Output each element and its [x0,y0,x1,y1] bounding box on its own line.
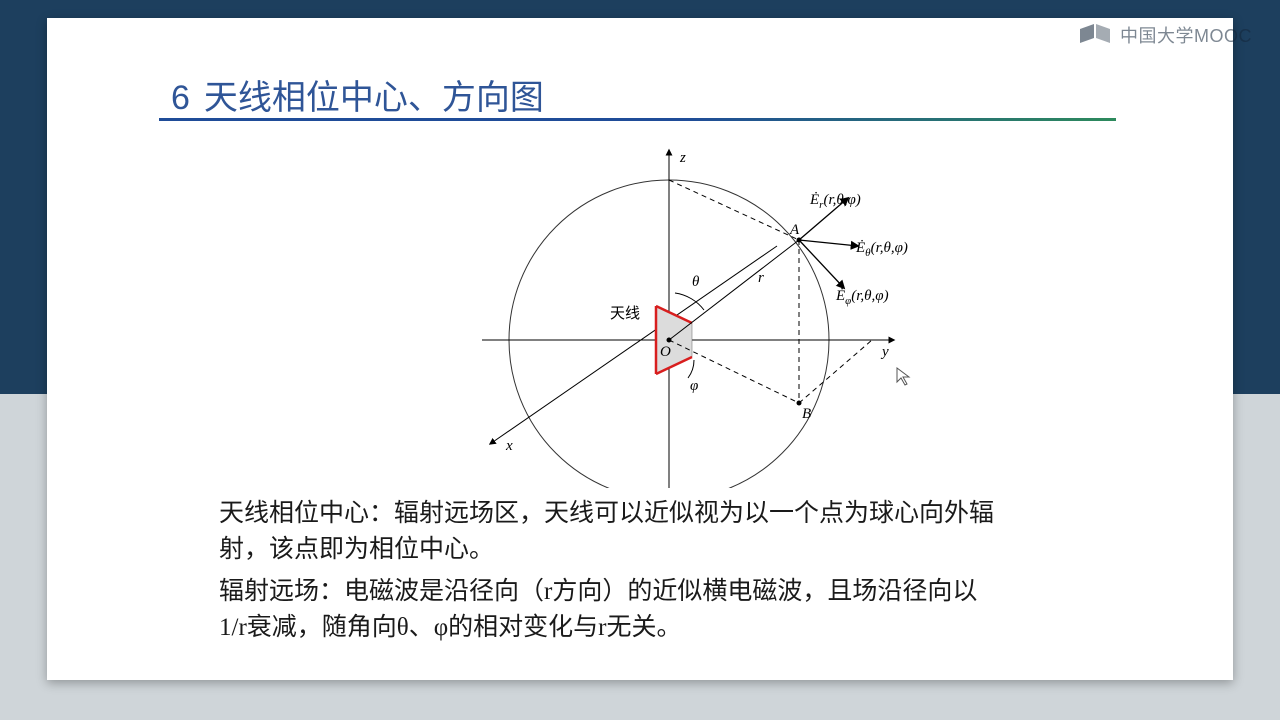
watermark: 中国大学MOOC [1078,22,1252,48]
dash-line [799,340,872,403]
phi-arc [688,360,694,378]
antenna-diagram: z y x 天线 O r θ φ [432,128,942,488]
e-theta-vector [799,240,858,246]
origin-label: O [660,344,671,360]
title-text: 天线相位中心、方向图 [204,70,544,119]
point-a-label: A [789,222,800,238]
e-theta-label: Ėθ(r,θ,φ) [855,240,908,259]
watermark-text: 中国大学MOOC [1120,22,1252,48]
e-phi-label: Ėφ(r,θ,φ) [835,288,889,307]
point-b [797,401,802,406]
antenna-label: 天线 [610,305,640,322]
radius-label: r [758,270,764,286]
x-axis-label: x [505,438,513,454]
mooc-logo-icon [1078,24,1112,46]
cursor-icon [897,368,909,385]
antenna-body [656,306,692,374]
point-b-label: B [802,406,811,422]
dash-line [669,340,799,403]
radius-r [669,240,799,340]
theta-arc [675,293,704,310]
z-axis-label: z [679,150,686,166]
dash-line [669,180,799,240]
title-number: 6 [171,79,190,118]
phi-label: φ [690,378,698,394]
e-phi-vector [799,240,844,288]
paragraph-1: 天线相位中心：辐射远场区，天线可以近似视为以一个点为球心向外辐射，该点即为相位中… [219,496,999,569]
paragraph-2: 辐射远场：电磁波是沿径向（r方向）的近似横电磁波，且场沿径向以1/r衰减，随角向… [219,574,999,647]
slide-title: 6 天线相位中心、方向图 [171,70,544,119]
theta-label: θ [692,274,700,290]
y-axis-label: y [880,344,889,360]
title-underline [159,118,1116,121]
slide: 6 天线相位中心、方向图 z y x 天线 [47,18,1233,680]
e-r-label: Ėr(r,θ,φ) [809,192,861,211]
x-axis [490,246,777,444]
